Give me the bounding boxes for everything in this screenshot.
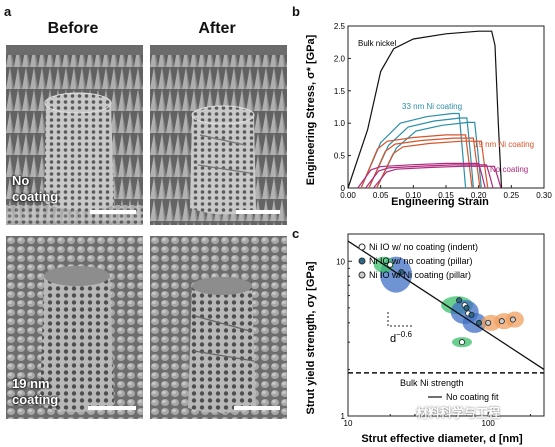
chartb-ylabel: Engineering Stress, σ* [GPa] [305, 34, 317, 185]
series-line-no-coating [357, 162, 486, 189]
row2-label-line1: 19 nm [12, 376, 50, 391]
strength-vs-diameter-chart: Strut yield strength, σy [GPa] Strut eff… [305, 233, 545, 445]
chartb-xtick-label: 0.15 [438, 191, 454, 200]
chartb-ytick-label: 2.5 [334, 22, 346, 31]
data-point [509, 316, 516, 323]
sem-before-no-coating: No coating [6, 45, 143, 225]
legend-indent: Ni IO w/ no coating (indent) [369, 242, 478, 252]
panel-a-letter: a [4, 4, 12, 19]
row2-label-line2: coating [12, 392, 59, 407]
data-point [476, 319, 483, 326]
label-19nm: 19 nm Ni coating [474, 140, 534, 149]
chartb-xtick-label: 0.30 [536, 191, 552, 200]
chartb-ytick-label: 1.5 [334, 87, 346, 96]
sem-after-no-coating [150, 45, 287, 225]
fit-label: No coating fit [446, 392, 499, 402]
legend-coated: Ni IO w/ Ni coating (pillar) [369, 270, 471, 280]
chartb-ytick-label: 1.0 [334, 119, 346, 128]
series-line-19-nm-ni-coating [368, 137, 481, 189]
data-point [468, 311, 475, 318]
sem-image-1 [6, 45, 143, 225]
panel-c-letter: c [292, 226, 300, 241]
chartb-xtick-label: 0.20 [471, 191, 487, 200]
legend: Ni IO w/ no coating (indent) Ni IO w/ no… [358, 242, 478, 280]
scale-bar [236, 210, 280, 214]
scale-bar [90, 210, 136, 214]
chartb-ytick-label: 0 [341, 184, 346, 193]
sem-after-19nm-coating [150, 236, 287, 419]
data-point [456, 297, 463, 304]
series-line-33-nm-ni-coating [368, 117, 474, 189]
scale-bar [234, 406, 280, 410]
no-coating-fit-line [347, 240, 545, 370]
series-line-no-coating [373, 165, 502, 189]
series-line-19-nm-ni-coating [376, 140, 489, 189]
sem-image-3 [6, 236, 143, 419]
data-point [458, 339, 465, 346]
chartb-ytick-label: 2.0 [334, 54, 346, 63]
legend-marker-coated [358, 271, 366, 279]
series-line-33-nm-ni-coating [360, 112, 467, 189]
chartc-xtick-label: 100 [482, 419, 496, 428]
legend-marker-indent [358, 243, 366, 251]
label-33nm: 33 nm Ni coating [402, 102, 462, 111]
series-line-33-nm-ni-coating [376, 121, 482, 189]
bulk-ni-label: Bulk Ni strength [400, 378, 464, 388]
chartc-ylabel: Strut yield strength, σy [GPa] [305, 261, 317, 414]
panel-b-letter: b [292, 4, 300, 19]
stress-strain-chart: Engineering Stress, σ* [GPa] Engineering… [305, 22, 552, 208]
data-point [398, 269, 405, 276]
chartb-xtick-label: 0.10 [406, 191, 422, 200]
row1-label-line1: No [12, 173, 30, 188]
sem-image-2 [150, 45, 287, 225]
sem-before-19nm-coating: 19 nm coating [6, 236, 143, 419]
legend-pillar: Ni IO w/ no coating (pillar) [369, 256, 473, 266]
chartb-xtick-label: 0.05 [373, 191, 389, 200]
chartb-ytick-label: 0.5 [334, 152, 346, 161]
after-title: After [198, 20, 236, 37]
label-no-coating: No coating [490, 165, 528, 174]
before-title: Before [47, 20, 99, 37]
data-point [387, 261, 394, 268]
data-point [463, 304, 470, 311]
chartc-xlabel: Strut effective diameter, d [nm] [361, 433, 523, 445]
watermark: 材料科学与工程 [416, 406, 501, 420]
sem-image-4 [150, 236, 287, 419]
chartb-xlabel: Engineering Strain [391, 196, 489, 208]
data-point [498, 318, 505, 325]
chartb-xtick-label: 0.00 [340, 191, 356, 200]
chartc-xtick-label: 10 [344, 419, 353, 428]
series-line-bulk-nickel [347, 30, 503, 189]
chartb-xtick-label: 0.25 [504, 191, 520, 200]
label-bulk-nickel: Bulk nickel [358, 39, 396, 48]
chartc-ytick-label: 10 [336, 257, 345, 266]
legend-marker-pillar [358, 257, 366, 265]
slope-label: d−0.6 [390, 330, 412, 345]
row1-label-line2: coating [12, 189, 59, 204]
series-line-19-nm-ni-coating [360, 134, 473, 189]
scale-bar [88, 406, 136, 410]
series-line-no-coating [365, 164, 494, 189]
slope-triangle [387, 312, 412, 327]
data-point [485, 319, 492, 326]
chartc-ytick-label: 1 [341, 412, 346, 421]
